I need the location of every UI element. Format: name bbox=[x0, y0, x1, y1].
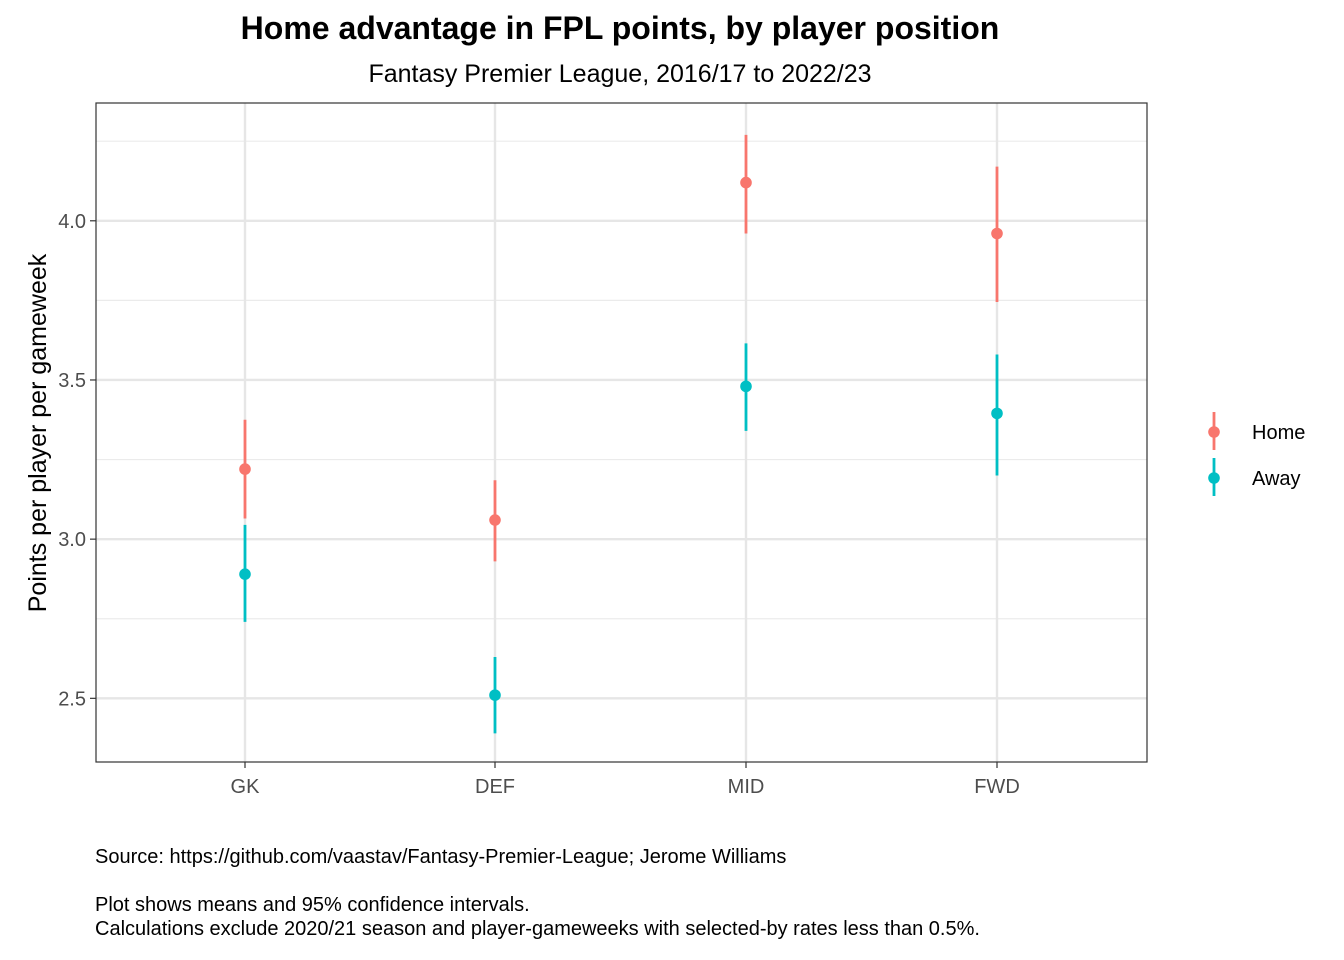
y-axis-label: Points per player per gameweek bbox=[24, 253, 52, 612]
legend-item-home: Home bbox=[1208, 412, 1305, 450]
away-point-def bbox=[489, 689, 501, 701]
away-point-mid bbox=[740, 380, 752, 393]
y-tick-label: 2.5 bbox=[58, 688, 86, 710]
chart-subtitle: Fantasy Premier League, 2016/17 to 2022/… bbox=[368, 60, 871, 88]
x-tick-label: GK bbox=[231, 776, 261, 798]
plot-panel bbox=[95, 102, 1148, 763]
legend: Home Away bbox=[1208, 412, 1305, 496]
home-point-gk bbox=[239, 463, 251, 475]
caption: Source: https://github.com/vaastav/Fanta… bbox=[95, 845, 980, 941]
legend-key-point-home bbox=[1208, 426, 1220, 438]
legend-label-away: Away bbox=[1252, 468, 1301, 490]
legend-key-point-away bbox=[1208, 472, 1220, 484]
legend-label-home: Home bbox=[1252, 422, 1305, 444]
caption-note-means: Plot shows means and 95% confidence inte… bbox=[95, 894, 530, 916]
legend-item-away: Away bbox=[1208, 458, 1301, 496]
home-point-fwd bbox=[991, 227, 1003, 240]
x-tick-label: DEF bbox=[475, 776, 515, 798]
x-tick-label: MID bbox=[728, 776, 765, 798]
x-tick-label: FWD bbox=[974, 776, 1020, 798]
caption-source: Source: https://github.com/vaastav/Fanta… bbox=[95, 846, 787, 868]
x-axis-ticks: GK DEF MID FWD bbox=[231, 762, 1020, 798]
y-tick-label: 3.5 bbox=[58, 370, 86, 392]
away-point-gk bbox=[239, 568, 251, 580]
caption-spacer bbox=[95, 869, 980, 893]
y-tick-label: 4.0 bbox=[58, 211, 86, 233]
home-point-def bbox=[489, 514, 501, 526]
y-axis-ticks: 2.5 3.0 3.5 4.0 bbox=[58, 211, 96, 710]
away-point-fwd bbox=[991, 407, 1003, 420]
y-tick-label: 3.0 bbox=[58, 529, 86, 551]
caption-note-exclusions: Calculations exclude 2020/21 season and … bbox=[95, 918, 980, 940]
home-point-mid bbox=[740, 176, 752, 189]
chart-title: Home advantage in FPL points, by player … bbox=[241, 10, 1000, 46]
panel-border bbox=[95, 102, 1148, 763]
chart-marks bbox=[239, 134, 1003, 734]
